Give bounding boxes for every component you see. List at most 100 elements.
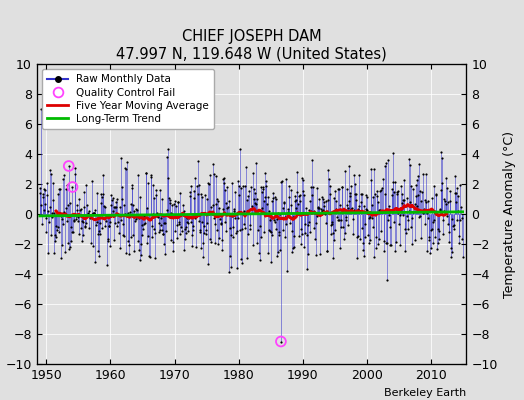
Point	[413, 172, 422, 179]
Point	[431, 210, 439, 216]
Point	[456, 217, 465, 223]
Point	[88, 178, 96, 184]
Point	[232, 230, 240, 236]
Point	[431, 234, 440, 240]
Point	[352, 196, 360, 203]
Point	[292, 196, 300, 203]
Point	[325, 176, 333, 182]
Point	[328, 220, 336, 227]
Point	[212, 173, 220, 179]
Point	[447, 254, 455, 260]
Point	[172, 235, 181, 241]
Point	[68, 228, 76, 235]
Point	[196, 190, 205, 197]
Point	[372, 244, 380, 251]
Point	[66, 244, 74, 250]
Point	[299, 188, 308, 194]
Point	[271, 226, 280, 232]
Point	[272, 216, 281, 222]
Title: CHIEF JOSEPH DAM
47.997 N, 119.648 W (United States): CHIEF JOSEPH DAM 47.997 N, 119.648 W (Un…	[116, 29, 387, 62]
Point	[227, 264, 235, 270]
Point	[310, 208, 318, 214]
Point	[119, 220, 127, 227]
Point	[189, 223, 198, 230]
Point	[43, 208, 52, 215]
Point	[325, 191, 334, 198]
Point	[298, 174, 307, 181]
Point	[209, 202, 217, 208]
Point	[83, 212, 91, 219]
Point	[380, 248, 388, 254]
Point	[106, 218, 114, 225]
Point	[412, 177, 421, 184]
Point	[214, 198, 223, 204]
Point	[225, 269, 233, 275]
Point	[290, 244, 299, 250]
Point	[55, 228, 63, 235]
Point	[313, 185, 321, 192]
Point	[152, 187, 160, 193]
Point	[127, 201, 135, 208]
Point	[72, 202, 81, 208]
Point	[242, 164, 250, 170]
Point	[265, 226, 273, 233]
Point	[38, 194, 47, 200]
Point	[318, 194, 326, 200]
Point	[451, 173, 459, 180]
Point	[326, 231, 335, 238]
Point	[270, 193, 279, 200]
Point	[269, 195, 277, 201]
Point	[187, 218, 195, 225]
Point	[286, 220, 294, 227]
Point	[206, 204, 215, 210]
Point	[442, 213, 451, 219]
Point	[36, 184, 45, 191]
Point	[189, 227, 197, 234]
Point	[151, 192, 160, 198]
Point	[277, 338, 285, 345]
Point	[335, 186, 343, 192]
Point	[273, 253, 281, 259]
Point	[446, 244, 455, 251]
Point	[452, 198, 460, 205]
Point	[369, 194, 378, 200]
Point	[192, 212, 200, 218]
Point	[445, 188, 454, 194]
Point	[80, 188, 88, 195]
Point	[243, 254, 251, 261]
Point	[356, 190, 365, 197]
Point	[434, 226, 442, 233]
Point	[352, 191, 361, 197]
Point	[112, 204, 121, 210]
Point	[400, 176, 408, 183]
Point	[432, 192, 441, 199]
Point	[382, 240, 390, 246]
Point	[63, 182, 71, 188]
Point	[435, 206, 444, 213]
Point	[264, 250, 272, 256]
Point	[258, 184, 267, 190]
Point	[311, 210, 319, 216]
Point	[406, 162, 414, 169]
Point	[398, 191, 407, 197]
Point	[216, 216, 224, 222]
Point	[255, 222, 264, 229]
Point	[52, 234, 60, 240]
Point	[247, 202, 256, 209]
Point	[244, 231, 252, 237]
Point	[135, 246, 143, 253]
Point	[332, 206, 340, 212]
Point	[191, 174, 199, 181]
Point	[322, 220, 331, 227]
Point	[68, 184, 77, 190]
Point	[247, 184, 255, 190]
Point	[321, 211, 329, 217]
Point	[146, 172, 155, 178]
Point	[134, 172, 142, 178]
Point	[223, 184, 232, 191]
Point	[62, 218, 71, 224]
Point	[278, 205, 287, 211]
Point	[359, 247, 367, 253]
Point	[386, 242, 395, 248]
Point	[250, 200, 259, 206]
